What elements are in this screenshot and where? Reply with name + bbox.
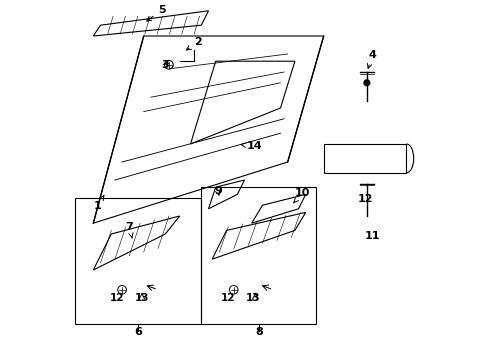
- Text: 2: 2: [186, 37, 202, 50]
- Text: 3: 3: [162, 60, 169, 71]
- Text: 14: 14: [240, 141, 262, 152]
- Text: 9: 9: [213, 186, 222, 197]
- Text: 13: 13: [246, 293, 260, 303]
- Text: 6: 6: [134, 327, 142, 337]
- Text: 4: 4: [366, 50, 376, 68]
- Text: 10: 10: [293, 188, 310, 203]
- Text: 12: 12: [357, 194, 372, 204]
- Circle shape: [363, 80, 369, 86]
- Text: 13: 13: [134, 293, 149, 303]
- Text: 7: 7: [125, 222, 133, 238]
- Text: 12: 12: [109, 293, 123, 303]
- Text: 8: 8: [255, 327, 262, 337]
- Text: 1: 1: [93, 195, 104, 211]
- Text: 5: 5: [146, 5, 165, 21]
- Text: 12: 12: [221, 293, 235, 303]
- Text: 11: 11: [364, 231, 379, 242]
